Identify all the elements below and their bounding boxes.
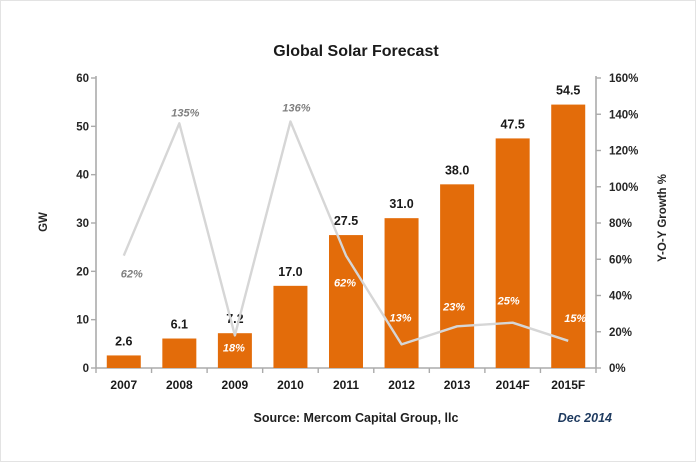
category-label-2012: 2012 bbox=[388, 378, 415, 392]
bar-value-label: 6.1 bbox=[171, 318, 188, 332]
category-label-2011: 2011 bbox=[333, 378, 359, 392]
left-axis-title: GW bbox=[38, 212, 50, 232]
bar-value-label: 47.5 bbox=[500, 117, 524, 131]
growth-label: 135% bbox=[171, 107, 199, 119]
left-axis-tick-label: 60 bbox=[76, 73, 89, 85]
left-axis-tick-label: 30 bbox=[76, 218, 89, 230]
bar-2015F bbox=[551, 104, 586, 368]
right-axis-tick-label: 100% bbox=[609, 182, 638, 194]
right-axis-tick-label: 0% bbox=[609, 363, 626, 375]
category-label-2014F: 2014F bbox=[496, 378, 530, 392]
bar-value-label: 17.0 bbox=[278, 265, 302, 279]
right-axis-tick-label: 20% bbox=[609, 327, 632, 339]
date-text: Dec 2014 bbox=[558, 411, 612, 425]
growth-label: 62% bbox=[121, 269, 143, 281]
right-axis-tick-label: 80% bbox=[609, 218, 632, 230]
right-axis-tick-label: 140% bbox=[609, 109, 638, 121]
growth-label: 62% bbox=[334, 278, 356, 290]
left-axis-tick-label: 40 bbox=[76, 170, 89, 182]
right-axis-title: Y-O-Y Growth % bbox=[657, 174, 669, 262]
bar-2007 bbox=[106, 355, 141, 368]
bar-value-label: 31.0 bbox=[389, 197, 413, 211]
growth-label: 13% bbox=[390, 312, 412, 324]
bar-value-label: 38.0 bbox=[445, 163, 469, 177]
right-axis-tick-label: 60% bbox=[609, 254, 632, 266]
right-axis-tick-label: 160% bbox=[609, 73, 638, 85]
source-text: Source: Mercom Capital Group, llc bbox=[254, 411, 459, 425]
right-axis-tick-label: 120% bbox=[609, 146, 638, 158]
left-axis-tick-label: 10 bbox=[76, 315, 89, 327]
category-label-2009: 2009 bbox=[222, 378, 249, 392]
bar-value-label: 2.6 bbox=[115, 334, 132, 348]
bar-2008 bbox=[162, 338, 197, 368]
bar-2014F bbox=[495, 138, 530, 368]
growth-label: 15% bbox=[564, 313, 586, 325]
right-axis-tick-label: 40% bbox=[609, 291, 632, 303]
category-label-2010: 2010 bbox=[277, 378, 304, 392]
bar-2009 bbox=[217, 333, 252, 368]
bar-2010 bbox=[273, 285, 308, 368]
growth-label: 18% bbox=[223, 342, 245, 354]
growth-label: 23% bbox=[442, 301, 465, 313]
category-label-2007: 2007 bbox=[110, 378, 137, 392]
chart-title: Global Solar Forecast bbox=[273, 43, 439, 60]
growth-line bbox=[122, 120, 569, 346]
bar-value-label: 54.5 bbox=[556, 84, 580, 98]
left-axis-tick-label: 50 bbox=[76, 121, 89, 133]
category-label-2015F: 2015F bbox=[551, 378, 585, 392]
category-label-2008: 2008 bbox=[166, 378, 193, 392]
growth-label: 25% bbox=[497, 296, 520, 308]
bar-2013 bbox=[440, 184, 475, 368]
left-axis-tick-label: 0 bbox=[83, 363, 89, 375]
bar-value-label: 27.5 bbox=[334, 214, 358, 228]
category-label-2013: 2013 bbox=[444, 378, 471, 392]
growth-label: 136% bbox=[282, 103, 310, 115]
left-axis-tick-label: 20 bbox=[76, 266, 89, 278]
